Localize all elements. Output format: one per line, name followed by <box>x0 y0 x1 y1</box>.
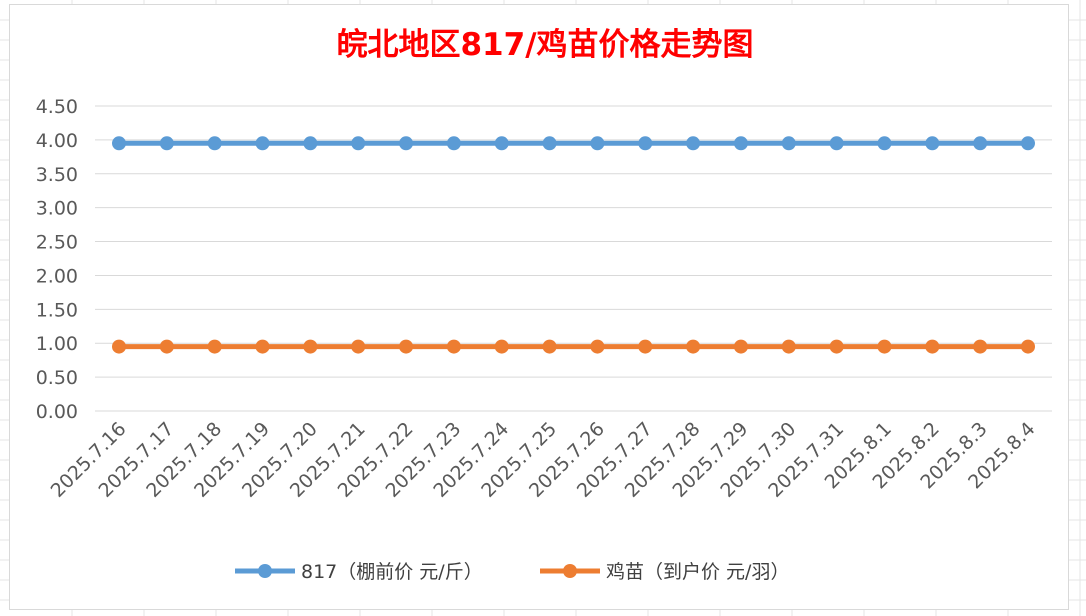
data-point-series-1 <box>256 136 270 150</box>
legend-marker-1 <box>258 564 272 578</box>
data-point-series-2 <box>734 340 748 354</box>
y-tick-label: 2.50 <box>36 232 78 254</box>
data-point-series-2 <box>399 340 413 354</box>
data-point-series-2 <box>543 340 557 354</box>
data-point-series-1 <box>638 136 652 150</box>
data-point-series-1 <box>782 136 796 150</box>
data-point-series-1 <box>830 136 844 150</box>
legend-marker-2 <box>563 564 577 578</box>
data-point-series-1 <box>208 136 222 150</box>
data-point-series-1 <box>543 136 557 150</box>
data-point-series-2 <box>351 340 365 354</box>
y-tick-label: 3.00 <box>36 198 78 220</box>
data-point-series-2 <box>303 340 317 354</box>
data-point-series-2 <box>686 340 700 354</box>
y-tick-label: 0.00 <box>36 401 78 423</box>
data-point-series-2 <box>256 340 270 354</box>
data-point-series-2 <box>160 340 174 354</box>
data-point-series-1 <box>112 136 126 150</box>
data-point-series-1 <box>1021 136 1035 150</box>
y-tick-label: 4.50 <box>36 96 78 118</box>
legend-label-1: 817（棚前价 元/斤） <box>301 561 483 583</box>
y-tick-label: 4.00 <box>36 130 78 152</box>
data-point-series-1 <box>925 136 939 150</box>
data-point-series-2 <box>495 340 509 354</box>
data-point-series-1 <box>303 136 317 150</box>
data-point-series-2 <box>447 340 461 354</box>
data-point-series-1 <box>686 136 700 150</box>
legend: 817（棚前价 元/斤） 鸡苗（到户价 元/羽） <box>235 561 789 583</box>
data-point-series-1 <box>399 136 413 150</box>
legend-label-2: 鸡苗（到户价 元/羽） <box>606 561 789 583</box>
y-tick-label: 1.50 <box>36 299 78 321</box>
data-point-series-1 <box>351 136 365 150</box>
data-point-series-2 <box>830 340 844 354</box>
data-point-series-1 <box>495 136 509 150</box>
data-point-series-2 <box>208 340 222 354</box>
data-point-series-2 <box>782 340 796 354</box>
data-point-series-2 <box>877 340 891 354</box>
data-point-series-2 <box>638 340 652 354</box>
data-point-series-1 <box>973 136 987 150</box>
data-point-series-1 <box>734 136 748 150</box>
chart-title: 皖北地区817/鸡苗价格走势图 <box>336 27 753 63</box>
y-tick-label: 2.00 <box>36 265 78 287</box>
data-point-series-1 <box>160 136 174 150</box>
data-point-series-2 <box>1021 340 1035 354</box>
data-point-series-2 <box>925 340 939 354</box>
data-point-series-1 <box>590 136 604 150</box>
data-point-series-1 <box>447 136 461 150</box>
data-point-series-2 <box>112 340 126 354</box>
data-point-series-1 <box>877 136 891 150</box>
y-tick-label: 3.50 <box>36 164 78 186</box>
y-tick-label: 1.00 <box>36 333 78 355</box>
y-tick-label: 0.50 <box>36 367 78 389</box>
data-point-series-2 <box>973 340 987 354</box>
data-point-series-2 <box>590 340 604 354</box>
